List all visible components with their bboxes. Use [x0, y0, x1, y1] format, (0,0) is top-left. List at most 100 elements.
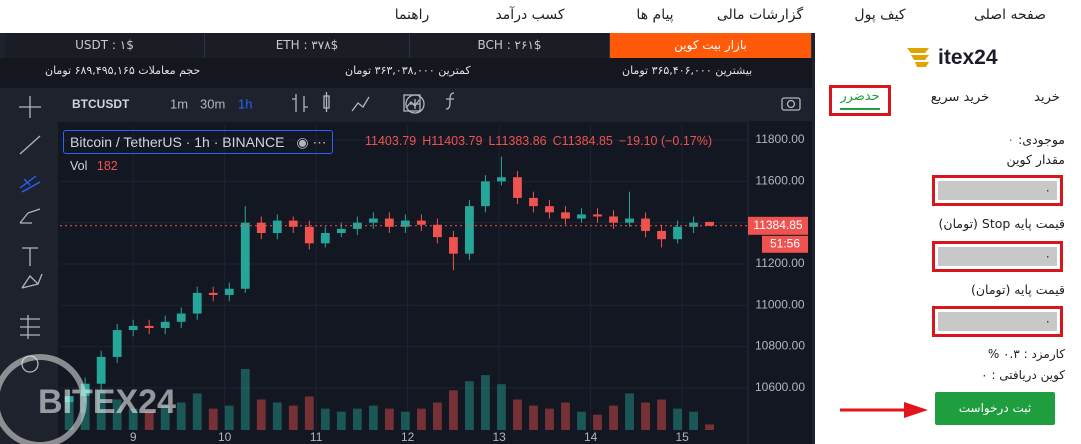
candle-body: [160, 321, 170, 328]
ticker-cell[interactable]: USDT : ۱$: [5, 33, 205, 58]
volume-bar: [432, 402, 442, 430]
chart: BTCUSDT 1m 30m 1h 10600.00 10800.00 11000.…: [0, 83, 812, 444]
symbol[interactable]: BTCUSDT: [72, 97, 130, 111]
volume-bar: [384, 408, 394, 430]
add-indicator-plus: [410, 99, 420, 109]
volume-bar: [144, 411, 154, 430]
input[interactable]: ۰: [938, 181, 1057, 200]
candle-body: [368, 218, 378, 223]
candle-body: [128, 325, 138, 331]
volume-bar: [513, 399, 522, 430]
countdown: 51:56: [770, 236, 800, 250]
nav-item[interactable]: صفحه اصلی: [973, 7, 1047, 23]
nav-item[interactable]: راهنما: [394, 7, 430, 23]
input[interactable]: ۰: [938, 312, 1057, 331]
volume-bar: [224, 405, 234, 430]
price-axis: [748, 121, 812, 444]
nav-item[interactable]: کیف پول: [854, 7, 906, 23]
volume-bar: [336, 411, 346, 430]
volume-bar: [625, 393, 634, 430]
candle-body: [577, 214, 586, 219]
candle-body: [689, 222, 698, 227]
tab-underline: [840, 108, 880, 110]
submit-button[interactable]: ثبت درخواست: [935, 392, 1055, 425]
candle-body: [416, 220, 426, 225]
volume-bar: [673, 408, 682, 430]
candle-body: [545, 206, 554, 213]
balance: موجودی: ۰: [1007, 132, 1065, 147]
volume-bar: [128, 408, 138, 430]
interval[interactable]: 30m: [200, 96, 225, 111]
volume-bar: [641, 402, 650, 430]
ohlc-legend: 11403.79 H11403.79 L11383.86 C11384.85 −19.1…: [365, 134, 718, 148]
volume-bar: [352, 408, 362, 430]
nav-item[interactable]: کسب درآمد: [495, 7, 565, 23]
volume-bar: [481, 375, 490, 430]
volume-bar: [465, 381, 474, 430]
candle-body: [272, 220, 282, 233]
candle-body: [304, 226, 314, 244]
volume-bar: [689, 411, 698, 430]
tab[interactable]: خرید سریع: [930, 90, 990, 105]
logo-mark: [907, 48, 929, 67]
candle-body: [657, 230, 666, 240]
volume-bar: [609, 405, 618, 430]
candle-body: [96, 356, 106, 384]
input-highlight: ۰: [932, 175, 1063, 206]
volume-bar: [272, 402, 282, 430]
interval[interactable]: 1m: [170, 96, 188, 111]
candle-body: [144, 325, 154, 328]
plot: 10600.0010800.0011000.0011200.0011400.00…: [60, 121, 812, 444]
y-tick-label: 10600.00: [755, 380, 805, 394]
input[interactable]: ۰: [938, 247, 1057, 266]
candle-body: [320, 232, 330, 244]
tab[interactable]: خرید: [1034, 90, 1060, 105]
volume-bar: [561, 402, 570, 430]
interval-active[interactable]: 1h: [238, 96, 252, 111]
candle-body: [593, 214, 602, 217]
ticker-cell[interactable]: ETH : ۳۷۸$: [205, 33, 410, 58]
drawing-toolbar: [0, 88, 58, 444]
candle-body: [192, 292, 202, 314]
tab-active[interactable]: حدضرر: [840, 89, 880, 104]
fee: کارمزد : ۰.۳ %: [987, 347, 1065, 361]
countdown-box: [762, 235, 808, 253]
x-tick-label: 12: [401, 430, 415, 444]
stat: بیشترین ۳۶۵,۴۰۶,۰۰۰ تومان: [622, 64, 753, 77]
volume-bar: [304, 396, 314, 430]
field-label: قیمت پایه (تومان): [970, 282, 1065, 297]
ticker-cell-active[interactable]: بازار بیت کوین: [610, 33, 812, 58]
volume-bar: [368, 405, 378, 430]
legend-title: Bitcoin / TetherUS · 1h · BINANCE: [70, 134, 285, 150]
volume-bar: [208, 408, 218, 430]
candle-body: [64, 396, 74, 403]
top-nav: صفحه اصلی کیف پول گزارشات مالی پیام ها ک…: [0, 0, 1081, 33]
candle-body: [240, 222, 250, 289]
candle-body: [256, 222, 266, 233]
last-price-label: 11384.85: [753, 218, 802, 232]
input-highlight: ۰: [932, 241, 1063, 272]
nav-item[interactable]: پیام ها: [636, 7, 674, 23]
volume-legend: Vol 182: [70, 159, 118, 173]
legend-icons[interactable]: ◉ ⋯: [296, 134, 327, 150]
stats-bar: [0, 58, 812, 83]
ticker-cell[interactable]: BCH : ۲۶۱$: [410, 33, 610, 58]
volume-bar: [400, 411, 410, 430]
legend-box[interactable]: Bitcoin / TetherUS · 1h · BINANCE ◉ ⋯: [63, 130, 334, 154]
ohlc-text: H11403.79: [422, 134, 483, 148]
tab-highlight: [829, 85, 891, 116]
add-indicator-icon[interactable]: [405, 94, 425, 114]
candle-body: [288, 220, 298, 227]
balance-value: ۰: [1007, 132, 1015, 147]
volume-bar: [593, 414, 602, 430]
volume-bar: [657, 399, 666, 430]
ohlc-text: L11383.86: [488, 134, 547, 148]
arrow: [840, 402, 928, 418]
order-panel: [815, 33, 1081, 444]
volume-bar: [112, 399, 122, 430]
nav-item[interactable]: گزارشات مالی: [716, 7, 804, 23]
last-price-box: [748, 216, 808, 235]
candle-body: [561, 212, 570, 219]
y-tick-label: 10800.00: [755, 339, 805, 353]
